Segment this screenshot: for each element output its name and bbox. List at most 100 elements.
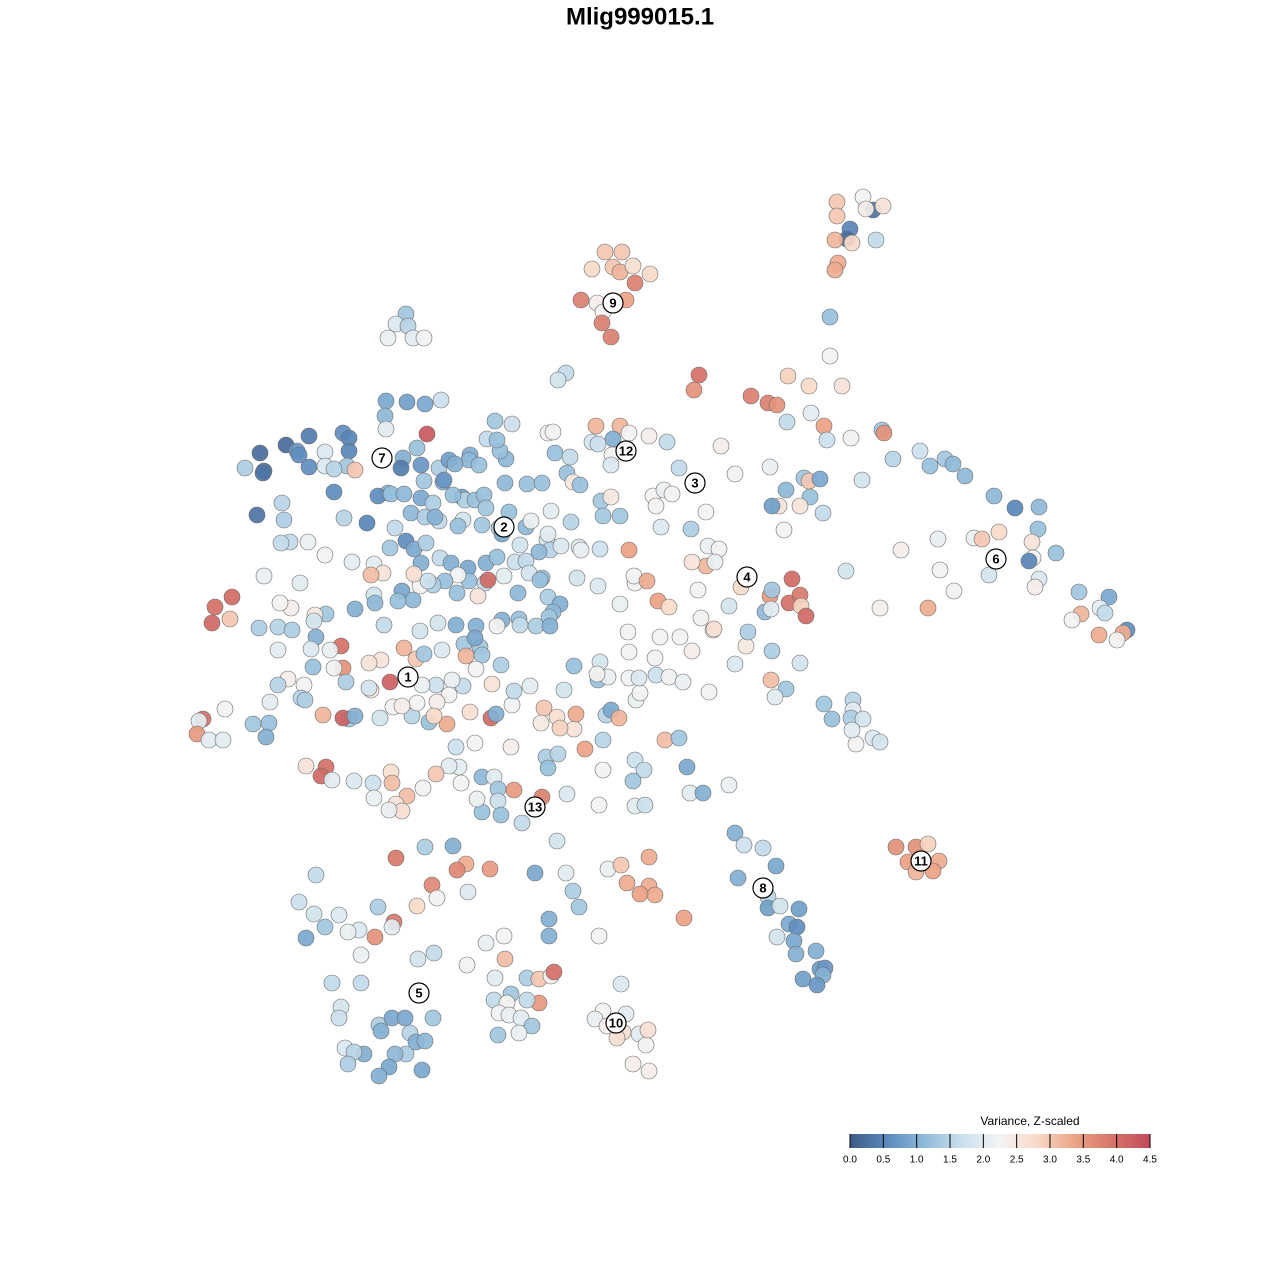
point xyxy=(619,623,637,641)
point xyxy=(593,314,611,332)
point xyxy=(640,1062,658,1080)
point xyxy=(777,481,795,499)
point xyxy=(236,459,254,477)
point xyxy=(502,738,520,756)
point xyxy=(545,963,563,981)
point xyxy=(492,656,510,674)
point xyxy=(433,641,451,659)
point xyxy=(591,540,609,558)
cluster-marker xyxy=(752,877,774,899)
point xyxy=(1070,583,1088,601)
point xyxy=(325,659,343,677)
point xyxy=(635,761,653,779)
point xyxy=(269,676,287,694)
point xyxy=(892,541,910,559)
point xyxy=(428,693,446,711)
point xyxy=(221,610,239,628)
point xyxy=(811,470,829,488)
point xyxy=(821,308,839,326)
points xyxy=(188,188,1136,1085)
point xyxy=(875,424,893,442)
point xyxy=(425,944,443,962)
point xyxy=(548,832,566,850)
point xyxy=(200,731,218,749)
point xyxy=(466,734,484,752)
point xyxy=(1023,533,1041,551)
point xyxy=(678,758,696,776)
point xyxy=(381,539,399,557)
cluster-label: 12 xyxy=(619,443,633,458)
point xyxy=(492,806,510,824)
point xyxy=(416,1032,434,1050)
point xyxy=(624,257,642,275)
point xyxy=(505,781,523,799)
point xyxy=(325,483,343,501)
point xyxy=(417,534,435,552)
point xyxy=(613,243,631,261)
point xyxy=(700,683,718,701)
point xyxy=(567,705,585,723)
point xyxy=(346,461,364,479)
point xyxy=(624,772,642,790)
point xyxy=(558,785,576,803)
point xyxy=(570,898,588,916)
point xyxy=(771,897,789,915)
point xyxy=(826,231,844,249)
point xyxy=(425,707,443,725)
point xyxy=(624,1055,642,1073)
point xyxy=(316,443,334,461)
point xyxy=(797,607,815,625)
point xyxy=(944,455,962,473)
point xyxy=(466,629,484,647)
point xyxy=(576,740,594,758)
point xyxy=(470,456,488,474)
point xyxy=(921,457,939,475)
point xyxy=(369,898,387,916)
cluster-label: 3 xyxy=(691,475,698,490)
point xyxy=(496,950,514,968)
point xyxy=(589,577,607,595)
point xyxy=(404,591,422,609)
point xyxy=(767,857,785,875)
point xyxy=(980,566,998,584)
colorbar-title: Variance, Z-scaled xyxy=(980,1114,1079,1128)
point xyxy=(461,703,479,721)
colorbar-tick-label: 0.5 xyxy=(876,1155,890,1166)
point xyxy=(549,745,567,763)
point xyxy=(411,622,429,640)
point xyxy=(409,950,427,968)
cluster-label: 7 xyxy=(378,450,385,465)
cluster-label: 13 xyxy=(528,799,542,814)
point xyxy=(305,612,323,630)
point xyxy=(815,417,833,435)
point xyxy=(692,609,710,627)
point xyxy=(486,969,504,987)
point xyxy=(735,836,753,854)
point xyxy=(726,465,744,483)
point xyxy=(911,442,929,460)
point xyxy=(255,567,273,585)
point xyxy=(375,616,393,634)
point xyxy=(768,928,786,946)
point xyxy=(352,974,370,992)
cluster-label: 2 xyxy=(500,519,507,534)
point xyxy=(572,541,590,559)
point xyxy=(386,519,404,537)
point xyxy=(674,673,692,691)
point xyxy=(787,945,805,963)
point xyxy=(768,396,786,414)
point xyxy=(365,789,383,807)
point xyxy=(302,640,320,658)
point xyxy=(489,1026,507,1044)
cluster-label: 4 xyxy=(743,569,751,584)
point xyxy=(254,464,272,482)
point xyxy=(366,594,384,612)
point xyxy=(299,533,317,551)
point xyxy=(447,616,465,634)
point xyxy=(658,433,676,451)
point xyxy=(626,274,644,292)
point xyxy=(706,553,724,571)
point xyxy=(670,729,688,747)
cluster-marker xyxy=(602,292,624,314)
